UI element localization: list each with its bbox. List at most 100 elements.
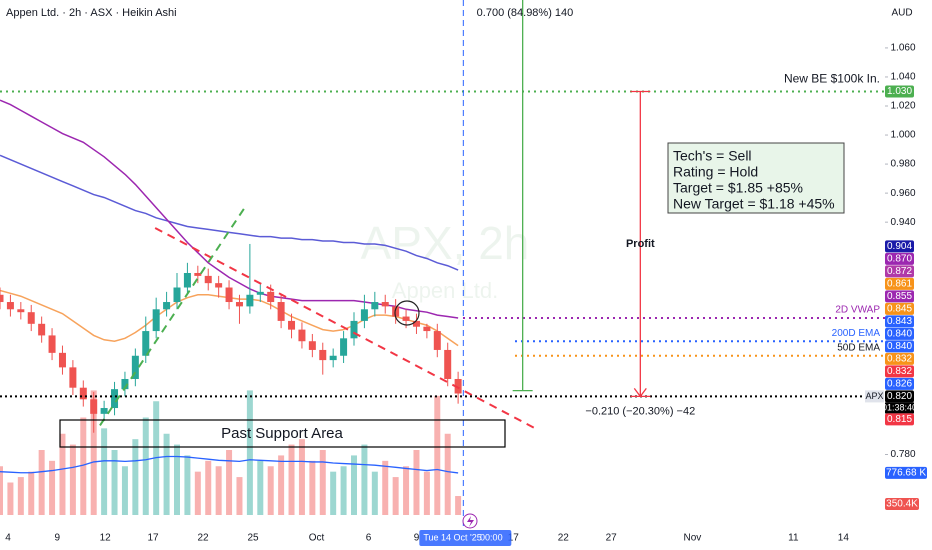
- x-tick-label: 9: [414, 533, 420, 544]
- candle-body: [308, 341, 316, 350]
- price-label-box: [885, 290, 914, 303]
- volume-bar: [330, 471, 337, 515]
- volume-bar: [371, 471, 378, 515]
- y-tick-label: 1.000: [890, 130, 915, 141]
- volume-bar: [340, 466, 347, 515]
- volume-bar: [403, 466, 410, 515]
- price-label-box: [885, 265, 914, 278]
- candle-body: [360, 309, 368, 321]
- candle-body: [350, 320, 358, 339]
- candle-body: [319, 349, 327, 361]
- volume-bar: [174, 444, 180, 515]
- price-label: 0.904: [887, 241, 912, 252]
- price-label-box: [885, 390, 914, 403]
- price-label: 0.820: [887, 391, 912, 402]
- candle-body: [225, 287, 233, 303]
- countdown-box: [885, 402, 914, 414]
- price-label-box: [885, 240, 914, 253]
- candle-body: [111, 389, 119, 409]
- highlight-circle: [394, 300, 420, 326]
- volume-bar: [7, 482, 14, 515]
- volume-bar: [215, 466, 222, 515]
- level-name: New BE $100k In.: [784, 72, 880, 86]
- volume-bar: [413, 450, 420, 515]
- chart-title: Appen Ltd. · 2h · ASX · Heikin Ashi: [6, 7, 177, 19]
- level-name: 2D VWAP: [835, 305, 880, 316]
- measure-arrow: [633, 388, 647, 398]
- volume-bar: [205, 460, 212, 515]
- volume-label-box: [885, 498, 919, 511]
- x-tick-label: Nov: [683, 533, 701, 544]
- candle-body: [381, 302, 389, 307]
- volume-bar: [309, 460, 316, 515]
- volume-ma-line: [0, 455, 459, 474]
- note-line: New Target = $1.18 +45%: [673, 196, 835, 212]
- volume-bar: [121, 466, 128, 515]
- y-tick-label: 0.980: [890, 159, 915, 170]
- volume-bar: [132, 439, 139, 515]
- watermark-symbol: APX, 2h: [361, 217, 530, 269]
- volume-bar: [246, 390, 253, 515]
- currency: AUD: [891, 8, 912, 19]
- candle-body: [423, 326, 431, 332]
- volume-bar: [17, 477, 24, 515]
- candle-body: [402, 316, 410, 321]
- x-tick-label: 27: [606, 533, 618, 544]
- candle-body: [371, 302, 379, 310]
- candle-body: [131, 355, 139, 379]
- zone-label: Past Support Area: [221, 425, 343, 442]
- x-tick-label: Oct: [309, 533, 325, 544]
- x-tick-label: 22: [197, 533, 209, 544]
- candle-body: [152, 309, 160, 332]
- volume-bar: [59, 433, 66, 515]
- volume-bar: [184, 455, 191, 515]
- measure-label: −0.210 (−20.30%) −42: [585, 405, 695, 417]
- x-tick-label: 4: [5, 533, 11, 544]
- volume-bar: [28, 471, 35, 515]
- volume-bar: [319, 450, 326, 515]
- volume-bar: [142, 417, 149, 515]
- y-tick-label: 0.780: [890, 449, 915, 460]
- candle-body: [142, 331, 150, 356]
- x-tick-label: 17: [147, 533, 159, 544]
- ema-line: [0, 154, 459, 271]
- candle-body: [173, 287, 181, 303]
- level-name: 50D EMA: [837, 342, 880, 353]
- price-label-box: [885, 352, 914, 365]
- x-tick-label: 9: [54, 533, 60, 544]
- event-icon-bolt: [467, 516, 474, 527]
- price-label: 0.826: [887, 379, 912, 390]
- price-label-box: [885, 365, 914, 378]
- candle-body: [90, 399, 98, 414]
- symbol-box: [865, 390, 884, 403]
- note-line: Tech's = Sell: [673, 148, 752, 164]
- price-label: 0.872: [887, 266, 912, 277]
- candle-body: [235, 302, 243, 307]
- candle-body: [277, 302, 285, 321]
- candle-body: [79, 387, 87, 400]
- volume-bar: [392, 477, 399, 515]
- level-value-box: [885, 85, 914, 98]
- candle-body: [204, 275, 212, 284]
- note-box: [667, 142, 845, 214]
- level-name: 200D EMA: [832, 328, 881, 339]
- watermark: APX, 2h Appen Ltd.: [361, 217, 530, 303]
- candle-body: [38, 323, 46, 336]
- price-label: 0.870: [887, 254, 912, 265]
- candle-body: [0, 294, 4, 303]
- candle-body: [121, 378, 129, 390]
- volume-ma-label: 776.68 K: [886, 468, 926, 479]
- candle-body: [69, 367, 77, 388]
- candle-body: [454, 378, 462, 394]
- volume-bar: [298, 439, 305, 515]
- price-label: 0.832: [887, 366, 912, 377]
- candle-body: [256, 291, 264, 295]
- volume-bar: [434, 395, 441, 515]
- volume-bar: [226, 450, 233, 515]
- x-tick-label: 12: [100, 533, 112, 544]
- price-label: 0.832: [887, 354, 912, 365]
- volume-ma-label-box: [885, 466, 927, 479]
- candle-body: [412, 320, 420, 327]
